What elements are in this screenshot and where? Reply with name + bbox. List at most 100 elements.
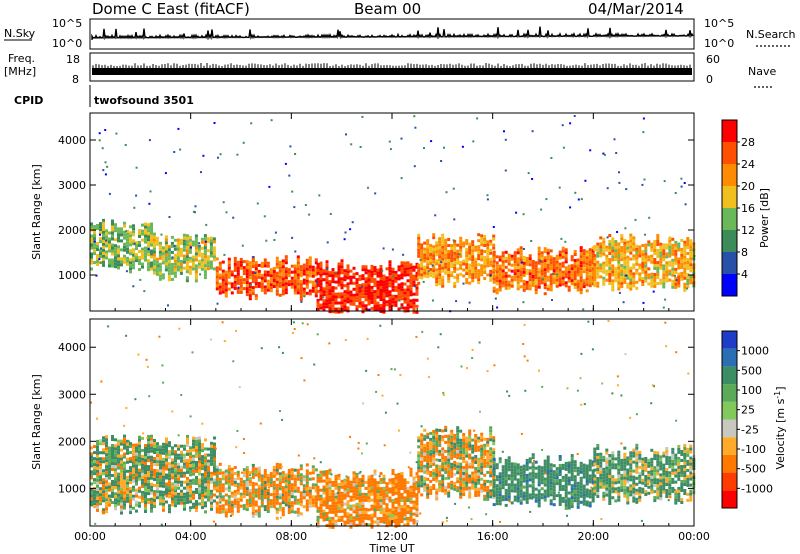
heat-cell bbox=[132, 230, 135, 234]
nave-band bbox=[92, 68, 692, 75]
heat-cell bbox=[513, 495, 517, 499]
heat-cell bbox=[477, 457, 481, 461]
heat-cell bbox=[305, 472, 309, 476]
heat-cell bbox=[504, 265, 508, 269]
heat-cell bbox=[227, 480, 231, 484]
heat-cell bbox=[239, 290, 243, 294]
heat-speck bbox=[453, 218, 456, 221]
heat-cell bbox=[662, 246, 666, 250]
heat-cell bbox=[379, 295, 383, 298]
heat-cell bbox=[355, 284, 359, 288]
heat-cell bbox=[132, 248, 135, 252]
heat-cell bbox=[582, 258, 586, 262]
heat-cell bbox=[370, 483, 374, 487]
heat-cell bbox=[204, 504, 207, 508]
heat-cell bbox=[165, 500, 168, 504]
heat-cell bbox=[641, 244, 645, 247]
heat-cell bbox=[510, 278, 514, 282]
heat-cell bbox=[93, 231, 96, 235]
heat-cell bbox=[325, 479, 329, 482]
heat-cell bbox=[426, 456, 430, 460]
heat-cell bbox=[522, 485, 526, 489]
heat-cell bbox=[420, 454, 424, 458]
heat-cell bbox=[513, 272, 517, 276]
heat-cell bbox=[257, 514, 261, 518]
heat-cell bbox=[570, 255, 574, 259]
heat-cell bbox=[388, 266, 392, 270]
heat-cell bbox=[531, 468, 535, 472]
heat-cell bbox=[373, 296, 377, 300]
heat-cell bbox=[158, 274, 162, 278]
heat-speck bbox=[274, 231, 277, 234]
heat-cell bbox=[221, 281, 225, 285]
heat-cell bbox=[391, 511, 395, 514]
heat-cell bbox=[159, 469, 162, 473]
heat-cell bbox=[370, 300, 374, 304]
heat-cell bbox=[278, 484, 282, 488]
heat-cell bbox=[474, 260, 478, 264]
heat-speck bbox=[414, 285, 417, 288]
heat-cell bbox=[331, 268, 335, 272]
heat-cell bbox=[614, 252, 618, 256]
power-ytick-label: 4000 bbox=[58, 134, 86, 147]
heat-cell bbox=[316, 488, 320, 492]
heat-cell bbox=[549, 285, 553, 289]
heat-cell bbox=[215, 471, 219, 475]
heat-cell bbox=[674, 261, 678, 265]
heat-cell bbox=[319, 503, 323, 507]
heat-cell bbox=[483, 238, 487, 241]
nave-tick-top: 60 bbox=[706, 53, 720, 66]
heat-cell bbox=[108, 446, 111, 450]
heat-cell bbox=[388, 260, 392, 264]
heat-cell bbox=[585, 265, 589, 269]
heat-cell bbox=[447, 446, 451, 450]
heat-cell bbox=[426, 450, 430, 454]
heat-cell bbox=[602, 261, 606, 265]
heat-cell bbox=[195, 509, 198, 512]
heat-cell bbox=[420, 252, 424, 256]
heat-cell bbox=[155, 269, 159, 273]
heat-cell bbox=[435, 274, 439, 278]
heat-cell bbox=[358, 484, 362, 488]
heat-cell bbox=[686, 252, 690, 255]
heat-cell bbox=[325, 497, 329, 500]
heat-cell bbox=[504, 464, 508, 468]
heat-speck bbox=[618, 171, 620, 174]
heat-cell bbox=[340, 518, 344, 522]
heat-cell bbox=[192, 490, 195, 494]
heat-cell bbox=[194, 267, 198, 271]
heat-cell bbox=[337, 473, 341, 477]
heat-cell bbox=[290, 504, 294, 508]
heat-cell bbox=[525, 491, 529, 495]
heat-cell bbox=[275, 495, 279, 499]
heat-cell bbox=[316, 271, 320, 275]
heat-speck bbox=[232, 216, 235, 219]
heat-cell bbox=[409, 278, 413, 282]
heat-cell bbox=[397, 490, 401, 494]
heat-cell bbox=[462, 460, 466, 463]
heat-speck bbox=[167, 304, 169, 307]
heat-cell bbox=[126, 235, 129, 239]
heat-cell bbox=[585, 268, 589, 272]
heat-cell bbox=[447, 440, 451, 444]
heat-cell bbox=[168, 477, 171, 481]
heat-cell bbox=[126, 475, 129, 479]
heat-cell bbox=[194, 237, 198, 241]
heat-cell bbox=[159, 457, 162, 461]
heat-cell bbox=[150, 509, 153, 513]
heat-cell bbox=[278, 508, 282, 512]
heat-cell bbox=[325, 512, 329, 515]
heat-cell bbox=[373, 508, 377, 512]
heat-cell bbox=[519, 471, 523, 475]
heat-cell bbox=[504, 271, 508, 275]
heat-cell bbox=[176, 238, 180, 242]
heat-cell bbox=[111, 243, 114, 247]
heat-cell bbox=[400, 493, 404, 496]
heat-cell bbox=[281, 489, 285, 493]
heat-cell bbox=[331, 483, 335, 487]
heat-cell bbox=[367, 290, 371, 294]
heat-cell bbox=[492, 470, 496, 474]
heat-cell bbox=[447, 271, 451, 274]
heat-cell bbox=[159, 493, 162, 497]
heat-cell bbox=[465, 266, 469, 270]
